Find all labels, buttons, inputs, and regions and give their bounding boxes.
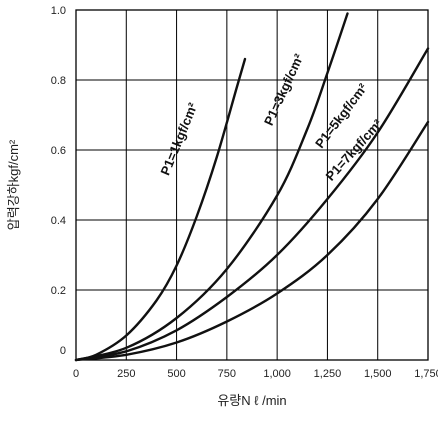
curve-p3 [74,12,349,362]
y-tick-label: 0 [60,345,66,357]
grid [76,10,428,360]
x-tick-label: 500 [167,368,185,380]
x-tick-label: 0 [73,368,79,380]
curve-label: P1=1kgf/cm² [157,100,200,178]
x-tick-label: 1,000 [263,368,291,380]
x-tick-label: 750 [218,368,236,380]
x-tick-label: 1,250 [314,368,342,380]
x-tick-label: 1,750 [414,368,438,380]
curve-p1 [74,57,247,362]
y-tick-label: 1.0 [51,5,66,17]
x-axis-label: 유량N ℓ /min [217,393,286,408]
curves [74,12,430,362]
curve-label: P1=3kgf/cm² [261,51,307,128]
y-tick-label: 0.2 [51,285,66,297]
tick-labels: 0 250 500 750 1,000 1,250 1,500 1,750 0 0.2 0.4 0.6… [51,5,438,380]
x-tick-label: 1,500 [364,368,392,380]
plot-frame [75,9,429,361]
y-axis-label: 압력강하kgf/cm² [6,139,21,230]
y-tick-label: 0.6 [51,145,66,157]
x-tick-label: 250 [117,368,135,380]
curve-p7 [74,120,430,362]
y-tick-label: 0.8 [51,75,66,87]
curve-p5 [74,47,430,362]
y-tick-label: 0.4 [51,215,66,227]
